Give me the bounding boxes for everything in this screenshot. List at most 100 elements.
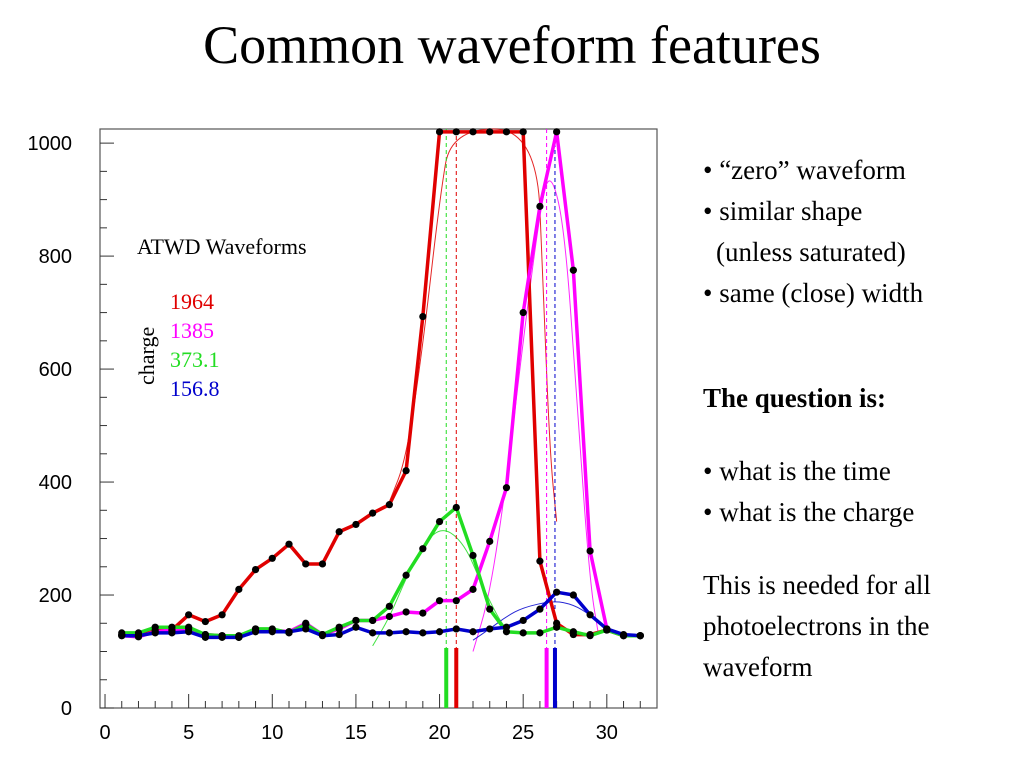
data-point <box>335 528 343 536</box>
data-point <box>519 128 527 136</box>
data-point <box>302 625 310 633</box>
data-point <box>419 609 427 617</box>
legend-entry-4: 156.8 <box>170 376 220 401</box>
y-tick-label: 600 <box>39 359 72 381</box>
data-point <box>352 623 360 631</box>
data-point <box>201 617 209 626</box>
data-point <box>168 629 176 637</box>
axes: 0 200 400 600 800 1000 0 5 10 15 20 25 30 <box>28 133 641 744</box>
note-similar-shape: • similar shape <box>703 196 863 226</box>
data-point <box>251 566 260 574</box>
data-point <box>469 551 477 560</box>
data-point <box>435 597 444 605</box>
data-point <box>469 628 477 636</box>
data-point <box>435 517 444 526</box>
data-point <box>536 202 544 210</box>
time-markers <box>444 129 557 708</box>
data-point <box>402 628 410 636</box>
data-point <box>402 467 410 475</box>
data-point <box>385 501 393 509</box>
data-point <box>402 571 410 579</box>
data-point <box>569 628 577 636</box>
data-point <box>586 547 594 555</box>
data-point <box>569 591 577 599</box>
fit-curves <box>372 128 624 652</box>
y-tick-label: 1000 <box>28 133 73 155</box>
data-point <box>268 628 276 636</box>
data-point <box>352 616 360 625</box>
series-line-3 <box>121 505 641 638</box>
data-point <box>318 560 327 568</box>
data-point <box>536 557 544 565</box>
data-point <box>235 585 243 593</box>
data-point <box>285 628 293 636</box>
data-point <box>452 597 460 605</box>
data-point <box>502 128 511 136</box>
data-point <box>369 629 377 637</box>
legend-entry-1: 1964 <box>170 289 214 314</box>
closing-line-1: This is needed for all <box>703 570 931 600</box>
data-point <box>235 633 243 641</box>
y-tick-label: 400 <box>39 472 72 494</box>
data-point <box>335 630 343 639</box>
chart-annotation: ATWD Waveforms charge 1964 1385 373.1 156.8 <box>134 234 307 401</box>
data-point <box>502 623 511 631</box>
data-series <box>118 128 644 641</box>
data-point <box>569 266 577 274</box>
data-point <box>519 308 527 317</box>
data-point <box>251 628 260 636</box>
legend-entry-3: 373.1 <box>170 347 220 372</box>
data-point <box>419 312 427 321</box>
x-tick-label: 5 <box>183 722 194 744</box>
data-point <box>586 611 594 619</box>
data-point <box>553 128 561 136</box>
data-point <box>452 128 460 136</box>
note-unless-saturated: (unless saturated) <box>716 237 906 267</box>
data-point <box>268 554 276 562</box>
annotation-axis-word: charge <box>134 327 159 385</box>
data-point <box>118 632 126 640</box>
data-point <box>218 633 226 641</box>
y-tick-label: 200 <box>39 585 72 607</box>
note-zero-waveform: • “zero” waveform <box>703 155 906 185</box>
data-point <box>502 484 511 492</box>
data-point <box>519 629 527 637</box>
y-tick-label: 800 <box>39 246 72 268</box>
data-point <box>486 128 494 136</box>
question-heading: The question is: <box>703 383 887 413</box>
x-tick-label: 30 <box>596 722 618 744</box>
data-point <box>553 623 561 631</box>
data-point <box>586 632 594 640</box>
legend-entry-2: 1385 <box>170 318 214 343</box>
data-point <box>536 605 544 613</box>
data-point <box>318 632 327 640</box>
data-point <box>352 520 360 529</box>
x-tick-label: 0 <box>99 722 110 744</box>
x-tick-label: 15 <box>345 722 367 744</box>
data-point <box>419 629 427 637</box>
data-point <box>335 623 343 631</box>
question-time: • what is the time <box>703 456 891 486</box>
data-point <box>185 611 193 619</box>
data-point <box>385 602 393 610</box>
data-point <box>402 608 410 616</box>
x-tick-label: 25 <box>512 722 534 744</box>
y-tick-label: 0 <box>61 698 72 720</box>
data-point <box>419 545 427 553</box>
plot-frame <box>99 128 658 709</box>
slide-title: Common waveform features <box>203 15 821 75</box>
data-point <box>218 611 226 619</box>
data-point <box>185 628 193 636</box>
data-point <box>619 630 628 639</box>
data-point <box>369 616 377 625</box>
data-point <box>201 633 209 641</box>
data-point <box>369 509 377 517</box>
data-point <box>435 628 444 636</box>
x-tick-label: 20 <box>428 722 450 744</box>
x-tick-label: 10 <box>261 722 283 744</box>
question-charge: • what is the charge <box>703 497 915 527</box>
data-point <box>486 605 494 613</box>
data-point <box>553 588 561 596</box>
data-point <box>168 623 176 631</box>
notes-panel: • “zero” waveform • similar shape (unles… <box>703 150 1003 688</box>
